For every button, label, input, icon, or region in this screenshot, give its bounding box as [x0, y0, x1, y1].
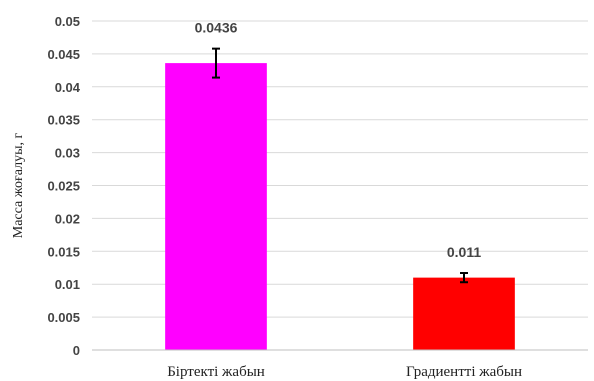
y-tick-label: 0.03 [55, 146, 80, 161]
data-label: 0.0436 [195, 20, 238, 36]
error-bars [212, 47, 468, 284]
x-category-labels: Біртекті жабын Градиентті жабын [167, 364, 522, 380]
data-labels: 0.0436 0.011 [195, 20, 482, 260]
y-tick-label: 0 [73, 343, 80, 358]
y-tick-label: 0.005 [47, 310, 80, 325]
y-axis-title: Масса жоғалуы, г [11, 132, 26, 238]
bars [165, 63, 515, 350]
y-tick-label: 0.025 [47, 179, 80, 194]
y-tick-label: 0.035 [47, 113, 80, 128]
y-tick-label: 0.045 [47, 47, 80, 62]
category-label: Біртекті жабын [167, 364, 265, 380]
y-tick-labels: 0 0.005 0.01 0.015 0.02 0.025 0.03 0.035 0.04 0.0… [47, 14, 80, 358]
y-tick-label: 0.01 [55, 277, 80, 292]
y-tick-label: 0.02 [55, 211, 80, 226]
y-tick-label: 0.04 [55, 80, 81, 95]
bar [165, 63, 267, 350]
data-label: 0.011 [447, 244, 481, 260]
y-tick-label: 0.05 [55, 14, 80, 29]
y-tick-label: 0.015 [47, 244, 80, 259]
category-label: Градиентті жабын [406, 364, 522, 380]
bar [413, 277, 515, 350]
